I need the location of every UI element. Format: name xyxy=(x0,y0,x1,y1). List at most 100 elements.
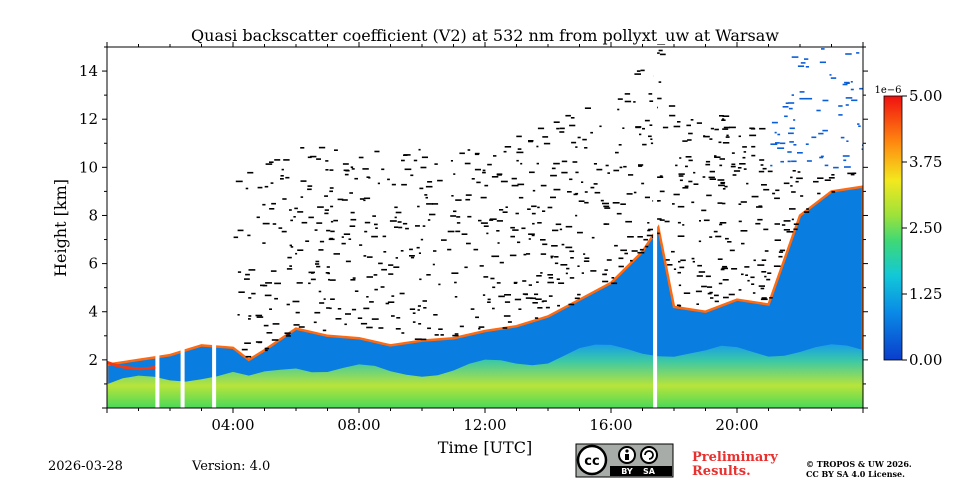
noise-speckle xyxy=(654,218,662,220)
noise-speckle xyxy=(617,108,620,111)
noise-speckle xyxy=(329,169,334,171)
noise-speckle xyxy=(397,221,402,223)
noise-speckle xyxy=(786,231,794,233)
noise-speckle xyxy=(262,203,266,206)
noise-speckle xyxy=(685,165,688,168)
noise-speckle xyxy=(329,187,334,189)
noise-speckle xyxy=(237,229,244,232)
noise-speckle xyxy=(478,219,482,222)
noise-speckle xyxy=(805,66,809,68)
noise-speckle xyxy=(806,160,812,162)
noise-speckle xyxy=(805,97,813,100)
noise-speckle xyxy=(774,131,777,134)
noise-speckle xyxy=(432,263,435,266)
noise-speckle xyxy=(377,182,380,185)
noise-speckle xyxy=(565,225,573,228)
noise-speckle xyxy=(713,230,718,233)
noise-speckle xyxy=(662,126,669,129)
x-tick-label: 04:00 xyxy=(211,416,254,434)
noise-speckle xyxy=(584,257,590,259)
noise-speckle xyxy=(417,205,420,208)
noise-speckle xyxy=(788,102,795,104)
noise-speckle xyxy=(420,166,427,169)
noise-speckle xyxy=(723,126,730,129)
noise-speckle xyxy=(811,136,817,139)
noise-speckle xyxy=(330,220,334,223)
noise-speckle xyxy=(354,290,359,292)
noise-speckle xyxy=(561,160,568,163)
noise-speckle xyxy=(551,245,558,247)
noise-speckle xyxy=(831,174,835,176)
noise-speckle xyxy=(574,297,580,300)
noise-speckle xyxy=(583,253,586,255)
noise-speckle xyxy=(272,323,280,325)
colorbar-ticks: 0.00 1.25 2.50 3.75 5.00 xyxy=(902,87,942,369)
noise-speckle xyxy=(245,187,249,190)
noise-speckle xyxy=(829,74,832,76)
noise-speckle xyxy=(512,229,519,231)
noise-speckle xyxy=(383,251,387,253)
noise-speckle xyxy=(269,208,275,210)
noise-speckle xyxy=(269,308,272,310)
noise-speckle xyxy=(286,333,290,335)
noise-speckle xyxy=(667,264,673,266)
noise-speckle xyxy=(459,152,465,155)
noise-speckle xyxy=(626,193,633,195)
noise-speckle xyxy=(333,219,338,222)
noise-speckle xyxy=(819,156,824,159)
noise-speckle xyxy=(828,177,835,179)
noise-speckle xyxy=(523,253,527,256)
noise-speckle xyxy=(349,192,353,194)
noise-speckle xyxy=(777,133,781,136)
noise-speckle xyxy=(334,149,338,151)
noise-speckle xyxy=(677,235,685,237)
noise-speckle xyxy=(575,146,578,148)
noise-speckle xyxy=(602,202,609,205)
noise-speckle xyxy=(278,227,283,229)
noise-speckle xyxy=(731,152,735,154)
noise-speckle xyxy=(391,183,396,186)
noise-speckle xyxy=(308,282,311,285)
noise-speckle xyxy=(751,195,759,198)
noise-speckle xyxy=(752,292,756,294)
noise-speckle xyxy=(738,203,742,205)
noise-speckle xyxy=(698,271,706,273)
noise-speckle xyxy=(542,136,549,138)
noise-speckle xyxy=(342,163,349,165)
noise-speckle xyxy=(482,294,486,296)
noise-speckle xyxy=(593,163,597,165)
noise-speckle xyxy=(350,211,355,214)
noise-speckle xyxy=(535,298,542,300)
noise-speckle xyxy=(363,199,366,202)
noise-speckle xyxy=(717,179,725,181)
noise-speckle xyxy=(341,199,348,201)
noise-speckle xyxy=(792,170,796,172)
noise-speckle xyxy=(691,201,695,204)
noise-speckle xyxy=(777,147,785,149)
noise-speckle xyxy=(797,152,803,154)
noise-speckle xyxy=(319,302,325,304)
x-axis-label: Time [UTC] xyxy=(438,438,532,457)
noise-speckle xyxy=(493,255,500,258)
noise-speckle xyxy=(522,280,527,282)
noise-speckle xyxy=(363,255,367,257)
noise-speckle xyxy=(618,144,622,146)
noise-speckle xyxy=(682,187,689,189)
noise-speckle xyxy=(447,230,455,233)
noise-speckle xyxy=(467,215,472,218)
noise-speckle xyxy=(699,220,701,222)
sa-label: SA xyxy=(643,467,656,476)
noise-speckle xyxy=(650,138,653,140)
colorbar-scale xyxy=(883,95,903,361)
noise-speckle xyxy=(774,223,780,225)
noise-speckle xyxy=(719,223,723,226)
noise-speckle xyxy=(318,146,326,149)
noise-speckle xyxy=(793,119,796,121)
noise-speckle xyxy=(285,335,291,337)
sa-icon xyxy=(640,446,658,464)
noise-speckle xyxy=(722,265,728,268)
noise-speckle xyxy=(842,155,850,157)
noise-speckle xyxy=(543,142,551,145)
noise-speckle xyxy=(552,229,559,232)
